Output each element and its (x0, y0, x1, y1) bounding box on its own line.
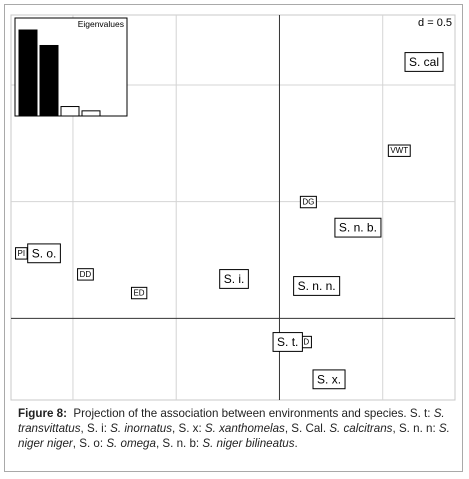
species-label-box (27, 243, 61, 264)
caption-species-name: S. niger niger (18, 422, 450, 450)
caption-separator: , (392, 422, 396, 435)
species-label-box (404, 52, 444, 72)
scale-label: d = 0.5 (418, 17, 452, 29)
species-label-text: S. n. n. (298, 279, 336, 293)
species-label: S. o. (27, 243, 61, 264)
caption-species-name: S. calcitrans (329, 422, 393, 435)
caption-separator: , (80, 422, 84, 435)
species-label-box (334, 217, 382, 238)
environment-label-text: ED (133, 289, 144, 298)
caption-species-name: S. inornatus (110, 422, 173, 435)
environment-label-text: DG (302, 198, 314, 207)
caption-separator: . (294, 437, 298, 450)
environment-label-text: D (303, 338, 309, 347)
species-label-box (219, 269, 249, 289)
species-label-box (293, 276, 341, 296)
species-label: S. i. (219, 269, 249, 289)
environment-label: DD (77, 268, 94, 281)
caption-species-name: S. xanthomelas (204, 422, 285, 435)
environment-label-box (15, 247, 28, 260)
species-label: S. n. b. (334, 217, 382, 238)
caption-abbr: S. x: (175, 422, 205, 435)
species-label-box (272, 332, 303, 352)
caption-species-name: S. transvittatus (18, 407, 445, 435)
species-label-text: S. i. (224, 272, 245, 286)
caption-separator: , (172, 422, 176, 435)
environment-label-text: DD (80, 270, 92, 279)
species-label: S. x. (312, 369, 346, 390)
caption-entries: S. t: S. transvittatus, S. i: S. inornat… (18, 407, 450, 450)
environment-label: DG (299, 195, 317, 209)
species-label-text: S. cal (409, 55, 439, 69)
environment-label-box (299, 195, 317, 209)
caption-species-name: S. omega (106, 437, 156, 450)
environment-label-box (130, 286, 148, 300)
species-label-text: S. n. b. (339, 221, 377, 235)
environment-label: ED (130, 286, 148, 300)
species-label: S. t. (272, 332, 303, 352)
caption-abbr: S. n. n: (395, 422, 439, 435)
eigenvalue-bar (60, 106, 80, 117)
species-label-text: S. o. (32, 246, 57, 260)
species-label-text: S. t. (277, 335, 298, 349)
caption-abbr: S. i: (83, 422, 111, 435)
environment-label: D (300, 335, 312, 349)
caption-abbr: S. t: (409, 407, 434, 420)
eigenvalue-bar (39, 44, 59, 117)
environment-label: PI (15, 247, 28, 260)
species-label: S. n. n. (293, 276, 341, 296)
species-label-text: S. x. (317, 372, 341, 386)
environment-label-box (387, 144, 411, 157)
caption-separator: , (155, 437, 160, 450)
figure-label: Figure 8: (18, 407, 67, 420)
caption-abbr: S. o: (76, 437, 107, 450)
caption-abbr: S. Cal. (288, 422, 330, 435)
environment-label: VWT (387, 144, 411, 157)
eigenvalue-bar (81, 110, 101, 117)
eigenvalue-bar (18, 29, 38, 117)
environment-label-text: PI (18, 249, 26, 258)
environment-label-text: VWT (390, 146, 408, 155)
caption-title: Projection of the association between en… (73, 407, 407, 420)
caption-species-name: S. niger bilineatus (202, 437, 295, 450)
caption-abbr: S. n. b: (159, 437, 203, 450)
species-label-box (312, 369, 346, 390)
eigenvalue-title: Eigenvalues (78, 19, 124, 29)
environment-label-box (77, 268, 94, 281)
caption-separator: , (284, 422, 289, 435)
figure-caption: Figure 8: Projection of the association … (18, 406, 450, 451)
species-label: S. cal (404, 52, 444, 72)
caption-separator: , (72, 437, 77, 450)
plot-frame (4, 4, 463, 472)
